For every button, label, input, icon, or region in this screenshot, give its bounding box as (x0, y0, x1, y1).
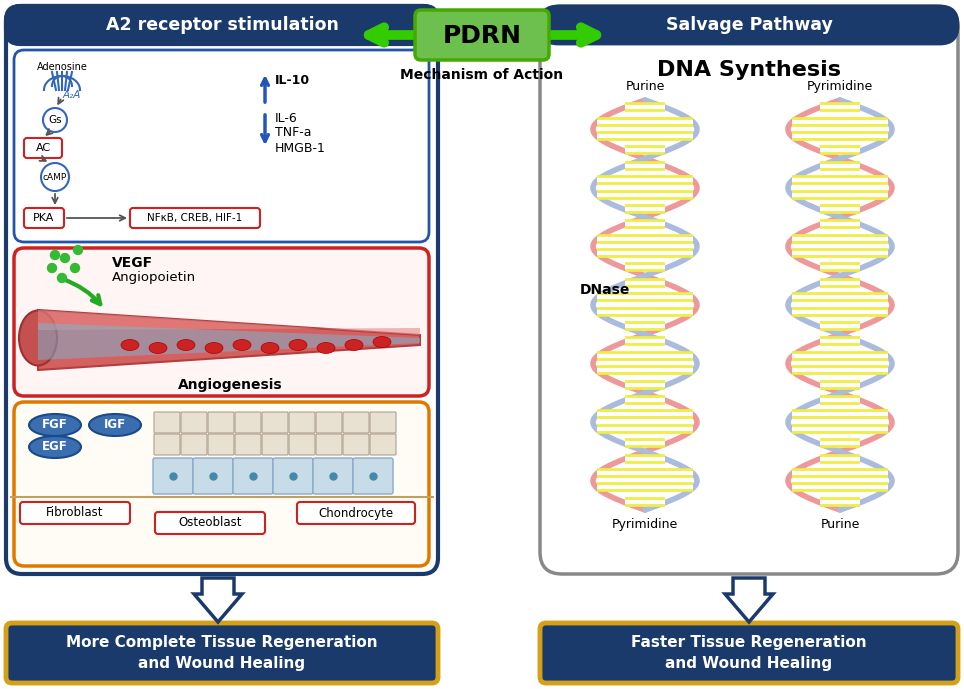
FancyBboxPatch shape (153, 458, 193, 494)
Ellipse shape (205, 342, 223, 353)
FancyBboxPatch shape (181, 412, 207, 433)
Circle shape (73, 245, 83, 254)
FancyBboxPatch shape (540, 6, 958, 44)
FancyBboxPatch shape (155, 512, 265, 534)
Text: EGF: EGF (42, 440, 67, 453)
Text: IL-6: IL-6 (275, 112, 298, 125)
FancyBboxPatch shape (20, 502, 130, 524)
Text: FGF: FGF (42, 418, 67, 431)
Text: Osteoblast: Osteoblast (178, 517, 242, 530)
FancyBboxPatch shape (289, 412, 315, 433)
FancyBboxPatch shape (370, 434, 396, 455)
FancyBboxPatch shape (540, 623, 958, 683)
FancyBboxPatch shape (14, 402, 429, 566)
FancyBboxPatch shape (316, 434, 342, 455)
FancyBboxPatch shape (316, 412, 342, 433)
Text: Pyrimidine: Pyrimidine (612, 518, 678, 531)
FancyBboxPatch shape (235, 434, 261, 455)
Text: Purine: Purine (820, 518, 860, 531)
Circle shape (58, 274, 67, 282)
Circle shape (70, 263, 79, 273)
FancyBboxPatch shape (181, 434, 207, 455)
Text: NFκB, CREB, HIF-1: NFκB, CREB, HIF-1 (147, 213, 243, 223)
Text: Angiopoietin: Angiopoietin (112, 271, 196, 285)
FancyBboxPatch shape (343, 412, 369, 433)
FancyBboxPatch shape (273, 458, 313, 494)
FancyBboxPatch shape (6, 6, 438, 44)
FancyBboxPatch shape (415, 10, 549, 60)
Ellipse shape (261, 342, 279, 353)
FancyBboxPatch shape (6, 623, 438, 683)
Ellipse shape (29, 414, 81, 436)
Ellipse shape (345, 340, 363, 351)
Text: AC: AC (36, 143, 50, 153)
Text: Chondrocyte: Chondrocyte (318, 506, 393, 520)
FancyBboxPatch shape (208, 434, 234, 455)
Text: cAMP: cAMP (42, 172, 67, 181)
Text: Faster Tissue Regeneration
and Wound Healing: Faster Tissue Regeneration and Wound Hea… (631, 635, 867, 671)
Ellipse shape (149, 342, 167, 353)
Text: Mechanism of Action: Mechanism of Action (400, 68, 564, 82)
Text: Pyrimidine: Pyrimidine (807, 80, 873, 93)
Ellipse shape (289, 340, 307, 351)
FancyBboxPatch shape (262, 412, 288, 433)
Text: A₂A: A₂A (63, 90, 81, 100)
Text: DNA Synthesis: DNA Synthesis (657, 60, 841, 80)
Text: TNF-a: TNF-a (275, 127, 311, 139)
Text: A2 receptor stimulation: A2 receptor stimulation (106, 16, 338, 34)
FancyBboxPatch shape (14, 248, 429, 396)
FancyBboxPatch shape (6, 6, 438, 574)
Circle shape (47, 263, 57, 273)
FancyBboxPatch shape (24, 208, 64, 228)
Text: IGF: IGF (104, 418, 126, 431)
PathPatch shape (38, 310, 420, 370)
Text: Angiogenesis: Angiogenesis (177, 378, 282, 392)
FancyBboxPatch shape (353, 458, 393, 494)
FancyBboxPatch shape (154, 412, 180, 433)
Text: IL-10: IL-10 (275, 74, 310, 87)
Circle shape (41, 163, 69, 191)
FancyBboxPatch shape (233, 458, 273, 494)
FancyBboxPatch shape (289, 434, 315, 455)
FancyBboxPatch shape (14, 50, 429, 242)
FancyBboxPatch shape (343, 434, 369, 455)
Text: Purine: Purine (626, 80, 665, 93)
Text: Adenosine: Adenosine (37, 62, 88, 72)
Ellipse shape (89, 414, 141, 436)
FancyBboxPatch shape (154, 434, 180, 455)
Ellipse shape (373, 336, 391, 347)
Text: PKA: PKA (34, 213, 55, 223)
Text: VEGF: VEGF (112, 256, 153, 270)
Polygon shape (194, 578, 242, 622)
Text: DNase: DNase (580, 283, 630, 297)
Ellipse shape (121, 340, 139, 351)
FancyBboxPatch shape (297, 502, 415, 524)
Ellipse shape (317, 342, 335, 353)
FancyBboxPatch shape (130, 208, 260, 228)
Text: Salvage Pathway: Salvage Pathway (665, 16, 833, 34)
Ellipse shape (19, 311, 57, 365)
Ellipse shape (177, 340, 195, 351)
Polygon shape (725, 578, 773, 622)
FancyBboxPatch shape (24, 138, 62, 158)
FancyBboxPatch shape (540, 6, 958, 574)
Text: Fibroblast: Fibroblast (46, 506, 104, 520)
FancyBboxPatch shape (262, 434, 288, 455)
Text: PDRN: PDRN (442, 24, 522, 48)
Text: More Complete Tissue Regeneration
and Wound Healing: More Complete Tissue Regeneration and Wo… (67, 635, 378, 671)
Circle shape (50, 251, 60, 260)
FancyBboxPatch shape (208, 412, 234, 433)
FancyBboxPatch shape (313, 458, 353, 494)
FancyBboxPatch shape (235, 412, 261, 433)
Text: Gs: Gs (48, 115, 62, 125)
PathPatch shape (38, 323, 420, 360)
PathPatch shape (38, 310, 420, 335)
FancyBboxPatch shape (370, 412, 396, 433)
Ellipse shape (29, 436, 81, 458)
Circle shape (43, 108, 67, 132)
Ellipse shape (233, 340, 251, 351)
Text: HMGB-1: HMGB-1 (275, 141, 326, 154)
Circle shape (61, 254, 69, 263)
FancyBboxPatch shape (193, 458, 233, 494)
